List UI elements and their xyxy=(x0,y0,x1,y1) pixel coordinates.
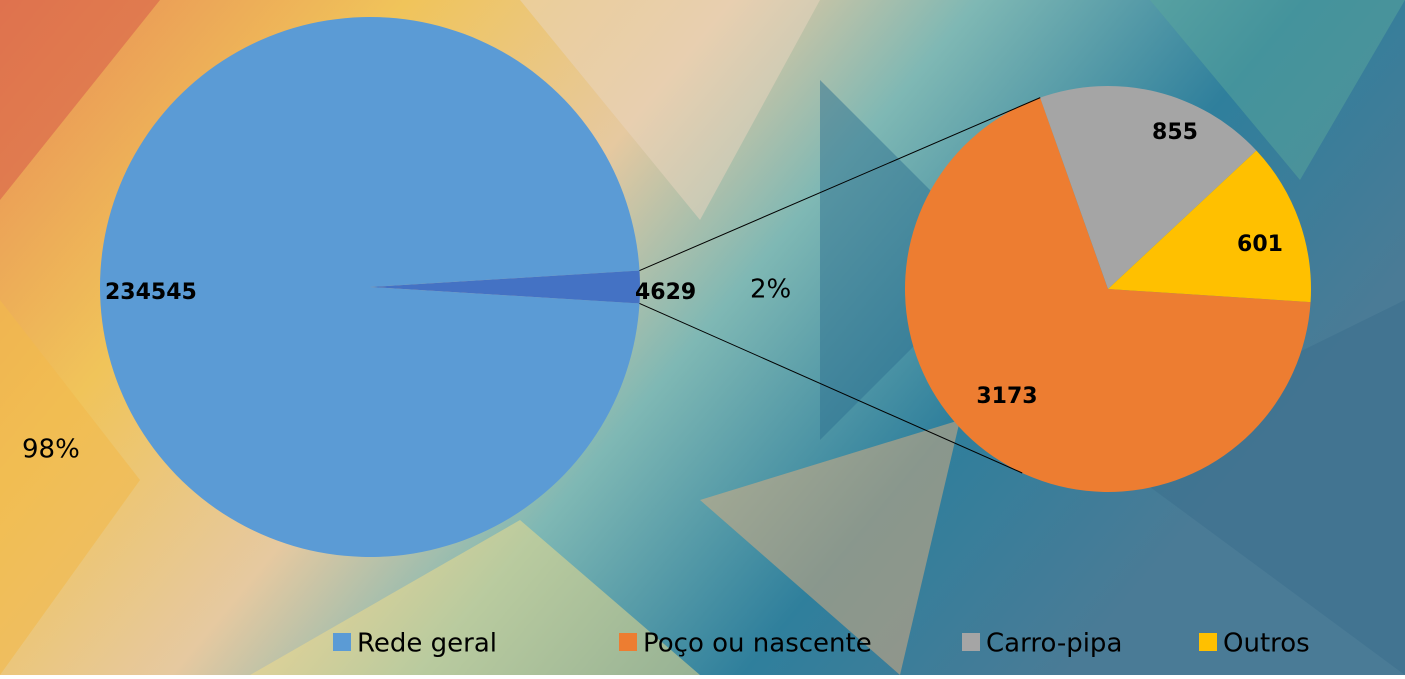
connector-line xyxy=(639,302,1023,474)
legend-swatch xyxy=(333,633,351,651)
legend-label: Rede geral xyxy=(357,629,497,659)
percent-label: 98% xyxy=(22,435,80,465)
legend-swatch xyxy=(962,633,980,651)
percent-label: 2% xyxy=(750,275,791,305)
legend-label: Carro-pipa xyxy=(986,629,1122,659)
data-label: 4629 xyxy=(635,280,696,305)
pie-slice xyxy=(370,270,641,304)
data-label: 234545 xyxy=(105,280,197,305)
data-label: 601 xyxy=(1237,232,1283,257)
legend-label: Outros xyxy=(1223,629,1310,659)
pie-slice xyxy=(904,97,1311,492)
pie-slice xyxy=(1108,150,1312,303)
data-label: 3173 xyxy=(976,384,1037,409)
legend-label: Poço ou nascente xyxy=(643,629,872,659)
connector-line xyxy=(639,97,1041,272)
legend-swatch xyxy=(1199,633,1217,651)
data-label: 855 xyxy=(1152,120,1198,145)
pie-slice xyxy=(100,16,640,557)
legend-swatch xyxy=(619,633,637,651)
pie-slice xyxy=(1040,86,1257,289)
